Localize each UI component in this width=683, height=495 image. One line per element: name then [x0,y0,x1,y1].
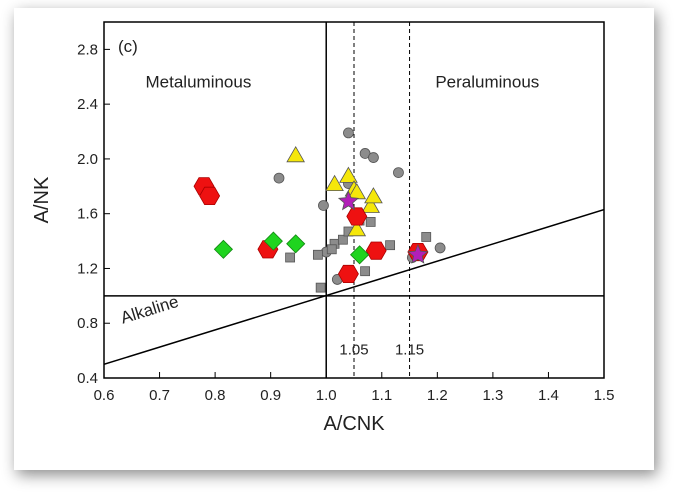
square-point [385,240,396,251]
x-axis-title: A/CNK [323,413,385,435]
triangle-point [339,166,358,183]
plot-border [103,21,605,379]
diamond-point [263,231,283,251]
square-point [365,217,376,227]
circle-point [273,172,285,184]
diamond-point [213,239,233,259]
x-tick-label: 1.0 [316,387,337,404]
hexagon-point [346,207,368,226]
x-axis-ticks: 0.6 0.7 0.8 0.9 1.0 1.1 1.2 1.3 1.4 1.5 [94,372,615,404]
y-tick-label: 0.4 [77,370,98,387]
square-point [326,244,337,255]
square-point [315,282,326,293]
region-label-peraluminous: Peraluminous [435,73,539,92]
triangle-point [347,219,367,237]
square-point [421,232,432,242]
y-tick-label: 1.6 [77,206,98,223]
square-point [337,234,348,245]
x-tick-label: 1.2 [427,387,448,404]
triangle-point [325,174,344,192]
hexagon-point [365,241,387,260]
reference-line-labels: 1.05 1.15 [339,342,424,359]
triangle-point [361,196,380,213]
acnk-ank-scatter-chart: 0.6 0.7 0.8 0.9 1.0 1.1 1.2 1.3 1.4 1.5 0.4 0.8 1.2… [31,21,615,435]
star-point [337,190,359,211]
x-tick-label: 1.5 [594,387,615,404]
reference-label-1.05: 1.05 [339,342,368,359]
triangle-point [364,187,383,204]
y-tick-label: 0.8 [77,315,98,332]
square-point [312,249,323,260]
x-tick-label: 1.1 [371,387,392,404]
square-point [360,266,371,277]
region-label-alkaline: Alkaline [118,292,181,328]
x-tick-label: 0.9 [260,387,281,404]
diamond-point [350,245,370,265]
triangle-point [286,145,305,163]
region-labels: Metaluminous Peraluminous Alkaline [118,73,539,328]
circle-point [393,167,404,179]
x-tick-label: 1.3 [482,387,503,404]
star-point [407,243,429,264]
data-points [193,127,446,293]
square-point [285,252,296,263]
y-tick-label: 1.2 [77,260,98,277]
reference-label-1.15: 1.15 [395,342,424,359]
hexagon-point [199,186,221,206]
x-tick-label: 0.8 [205,387,226,404]
circle-point [368,152,379,163]
circle-point [343,127,354,139]
y-tick-label: 2.0 [77,151,98,168]
y-tick-label: 2.8 [77,41,98,58]
x-tick-label: 0.6 [94,387,115,404]
hexagon-point [337,264,359,284]
x-tick-label: 1.4 [538,387,559,404]
alkaline-boundary-line [104,208,604,366]
y-tick-label: 2.4 [77,96,98,113]
panel-label: (c) [118,37,138,56]
figure-frame: 0.6 0.7 0.8 0.9 1.0 1.1 1.2 1.3 1.4 1.5 0.4 0.8 1.2… [14,8,654,470]
circle-point [318,200,329,211]
y-axis-ticks: 0.4 0.8 1.2 1.6 2.0 2.4 2.8 [77,41,110,387]
region-label-metaluminous: Metaluminous [146,73,252,92]
x-tick-label: 0.7 [149,387,170,404]
y-axis-title: A/NK [31,176,53,223]
circle-point [434,242,446,254]
diamond-point [286,234,306,254]
